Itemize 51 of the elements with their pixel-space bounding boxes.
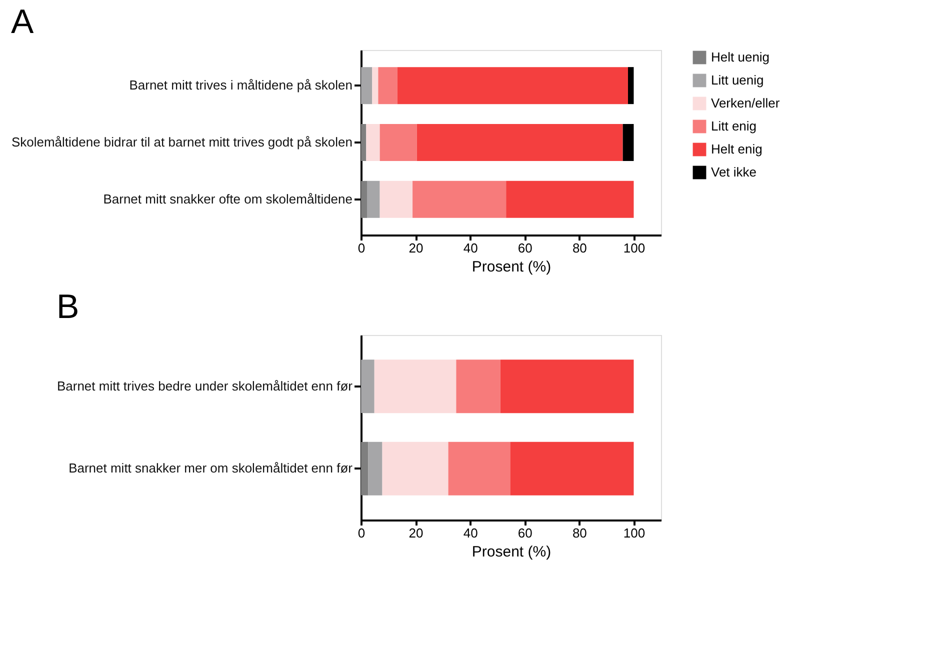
x-tick-label: 60 xyxy=(518,526,532,540)
x-tick-label: 60 xyxy=(518,240,532,256)
bar xyxy=(361,67,372,104)
legend-label: Helt uenig xyxy=(711,50,770,64)
x-tick-label: 40 xyxy=(463,526,478,540)
bar xyxy=(416,124,623,161)
legend-label: Vet ikke xyxy=(711,164,757,180)
bar xyxy=(448,442,510,496)
bar xyxy=(361,360,374,414)
bar xyxy=(380,124,417,161)
bar xyxy=(622,124,634,161)
bar xyxy=(366,124,380,161)
x-tick-label: 80 xyxy=(572,526,587,540)
y-tick-label: Skolemåltidene bidrar til at barnet mitt trives godt på skolen xyxy=(11,134,352,150)
bar xyxy=(382,442,448,496)
bar xyxy=(412,180,506,218)
text: B xyxy=(56,288,80,326)
legend-label: Litt uenig xyxy=(711,72,764,88)
legend-label: Litt enig xyxy=(711,118,757,134)
x-axis-title: Prosent (%) xyxy=(472,544,552,560)
bar xyxy=(628,67,634,104)
x-tick-label: 80 xyxy=(572,240,587,256)
x-tick-label: 0 xyxy=(358,526,366,540)
text: A xyxy=(10,3,34,41)
x-tick-label: 20 xyxy=(408,526,424,540)
legend-label: Helt enig xyxy=(711,142,762,156)
x-axis-title: Prosent (%) xyxy=(472,258,552,276)
bar xyxy=(378,67,398,104)
x-tick-label: 0 xyxy=(358,240,366,256)
y-tick-label: Barnet mitt snakker mer om skolemåltidet enn før xyxy=(68,460,354,476)
bar xyxy=(510,442,634,496)
bar xyxy=(500,360,634,414)
x-tick-label: 20 xyxy=(408,240,424,256)
bar xyxy=(506,180,634,218)
bar xyxy=(367,180,380,218)
bar xyxy=(361,124,366,161)
bar xyxy=(374,360,456,414)
y-tick-label: Barnet mitt trives i måltidene på skolen xyxy=(129,78,352,93)
bar xyxy=(361,442,368,496)
x-tick-label: 100 xyxy=(623,526,646,540)
bar xyxy=(380,180,413,218)
bar xyxy=(456,360,500,414)
x-tick-label: 100 xyxy=(623,240,646,256)
legend-label: Verken/eller xyxy=(711,96,780,110)
x-tick-label: 40 xyxy=(463,240,478,256)
y-tick-label: Barnet mitt snakker ofte om skolemåltidene xyxy=(103,191,352,206)
bar xyxy=(361,180,367,218)
bar xyxy=(368,442,382,496)
y-tick-label: Barnet mitt trives bedre under skolemåltidet enn før xyxy=(56,378,354,394)
bar xyxy=(397,67,628,104)
bar xyxy=(372,67,378,104)
